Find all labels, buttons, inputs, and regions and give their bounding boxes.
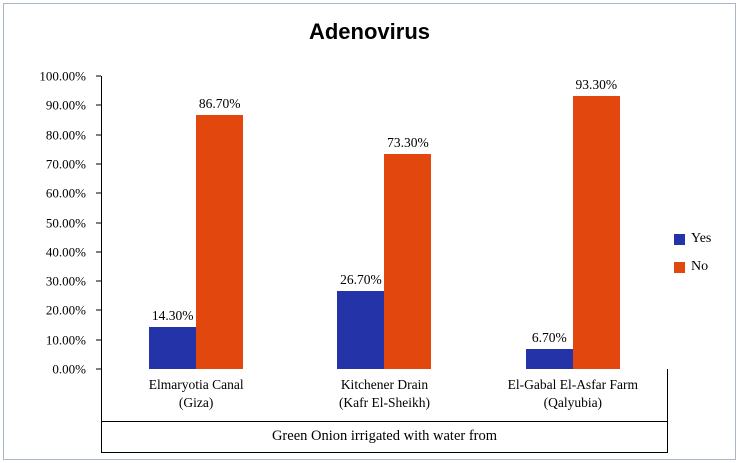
bar-column: 6.70% — [525, 76, 573, 369]
bar-column: 73.30% — [384, 76, 432, 369]
y-tick-mark — [96, 134, 101, 136]
bar-value-label: 73.30% — [387, 135, 429, 151]
bar-group: 6.70% 93.30% — [525, 76, 620, 369]
category-label: El-Gabal El-Asfar Farm (Qalyubia) — [507, 377, 639, 411]
legend-item-no: No — [674, 260, 711, 274]
y-tick-mark — [96, 104, 101, 106]
x-axis-title: Green Onion irrigated with water from — [102, 421, 667, 452]
y-tick-mark — [96, 222, 101, 223]
bar-value-label: 86.70% — [198, 95, 241, 111]
legend-item-yes: Yes — [674, 232, 711, 246]
bar-no — [384, 154, 432, 369]
bar-column: 26.70% — [337, 76, 385, 369]
y-tick-mark — [96, 309, 101, 311]
legend-swatch-no — [674, 261, 685, 273]
y-tick-label: 0.00% — [52, 361, 86, 377]
chart-title: Adenovirus — [308, 19, 431, 44]
legend-label-yes: Yes — [691, 231, 712, 246]
y-tick-label: 20.00% — [45, 302, 86, 318]
bar-yes — [337, 290, 385, 369]
legend: Yes No — [674, 232, 711, 274]
bar-group: 14.30% 86.70% — [149, 76, 244, 369]
bar-yes — [149, 327, 197, 369]
legend-label-no: No — [691, 259, 709, 274]
y-tick-label: 80.00% — [45, 127, 86, 143]
y-tick-mark — [96, 192, 101, 194]
bar-yes — [525, 349, 573, 369]
y-tick-mark — [96, 280, 101, 282]
y-tick-label: 90.00% — [45, 97, 86, 113]
y-axis: 0.00% 10.00% 20.00% 30.00% 40.00% 50.00% 60.00… — [4, 70, 92, 376]
bar-value-label: 6.70% — [531, 330, 567, 346]
bar-group: 26.70% 73.30% — [337, 76, 432, 369]
x-axis-area: Elmaryotia Canal (Giza) Kitchener Drain (… — [101, 369, 668, 454]
y-tick-label: 50.00% — [45, 215, 86, 230]
y-tick-mark — [96, 368, 101, 370]
bar-value-label: 93.30% — [575, 76, 618, 92]
legend-swatch-yes — [674, 233, 685, 245]
bar-no — [196, 114, 244, 369]
y-tick-label: 60.00% — [45, 185, 86, 201]
category-label: Elmaryotia Canal (Giza) — [148, 377, 244, 411]
category-label: Kitchener Drain (Kafr El-Sheikh) — [338, 377, 431, 411]
y-tick-mark — [96, 339, 101, 341]
chart-frame: Adenovirus 0.00% 10.00% 20.00% 30.00% 40.00%… — [3, 3, 736, 460]
y-tick-label: 70.00% — [45, 156, 86, 172]
bar-groups: 14.30% 86.70% 26.70% 73.30% 6.70% 93.30% — [102, 76, 667, 369]
y-tick-label: 100.00% — [39, 68, 86, 84]
y-tick-mark — [96, 75, 101, 77]
bar-column: 14.30% — [149, 76, 197, 369]
bar-no — [572, 95, 620, 369]
bar-column: 93.30% — [572, 76, 620, 369]
y-tick-label: 10.00% — [45, 332, 86, 348]
y-tick-mark — [96, 251, 101, 253]
bar-value-label: 26.70% — [340, 271, 382, 287]
y-tick-label: 40.00% — [45, 244, 86, 260]
bar-column: 86.70% — [196, 76, 244, 369]
plot-area: 14.30% 86.70% 26.70% 73.30% 6.70% 93.30% — [96, 75, 667, 370]
y-tick-label: 30.00% — [45, 273, 86, 289]
bar-value-label: 14.30% — [151, 308, 194, 324]
y-tick-mark — [96, 163, 101, 165]
category-labels: Elmaryotia Canal (Giza) Kitchener Drain (… — [102, 369, 667, 421]
